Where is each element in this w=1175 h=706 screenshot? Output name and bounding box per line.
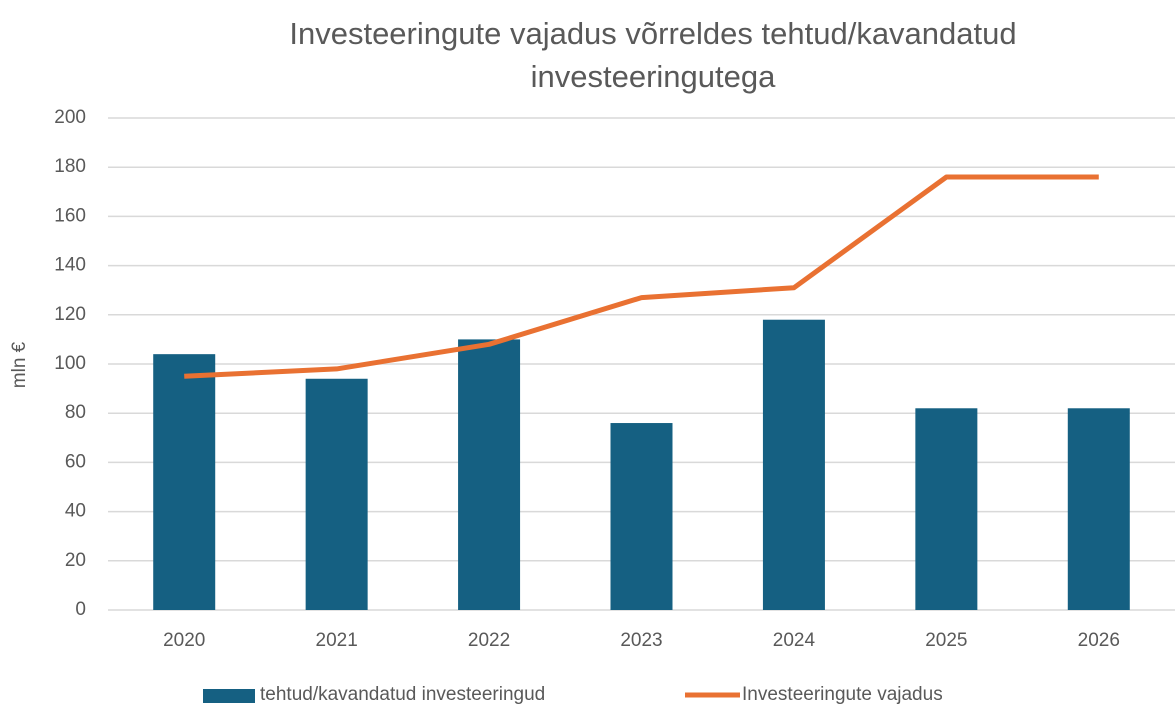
y-tick-label: 140 [54, 255, 86, 276]
bar [153, 354, 216, 610]
y-tick-label: 80 [65, 402, 86, 423]
chart-title: Investeeringute vajadus võrreldes tehtud… [289, 16, 1017, 94]
y-tick-label: 0 [75, 599, 86, 620]
y-tick-label: 180 [54, 156, 86, 177]
bar [762, 319, 825, 610]
line [184, 174, 1099, 379]
y-tick-label: 200 [54, 107, 86, 128]
y-tick-label: 120 [54, 304, 86, 325]
x-tick-label: 2025 [925, 630, 967, 651]
x-tick-label: 2024 [773, 630, 816, 651]
y-tick-label: 60 [65, 451, 86, 472]
x-tick-label: 2022 [468, 630, 510, 651]
legend-swatch [203, 689, 255, 703]
x-tick-label: 2026 [1078, 630, 1120, 651]
x-tick-label: 2021 [316, 630, 358, 651]
bar [1067, 408, 1130, 610]
y-axis-label: mln € [9, 341, 30, 388]
y-tick-label: 100 [54, 353, 86, 374]
y-tick-label: 20 [65, 550, 86, 571]
legend-label: Investeeringute vajadus [742, 684, 943, 705]
x-tick-label: 2020 [163, 630, 205, 651]
bar [305, 378, 368, 610]
bar [610, 423, 673, 610]
bar [458, 339, 521, 610]
x-tick-label: 2023 [620, 630, 662, 651]
y-tick-label: 160 [54, 205, 86, 226]
bar [915, 408, 978, 610]
legend-label: tehtud/kavandatud investeeringud [260, 684, 545, 705]
y-tick-label: 40 [65, 501, 86, 522]
